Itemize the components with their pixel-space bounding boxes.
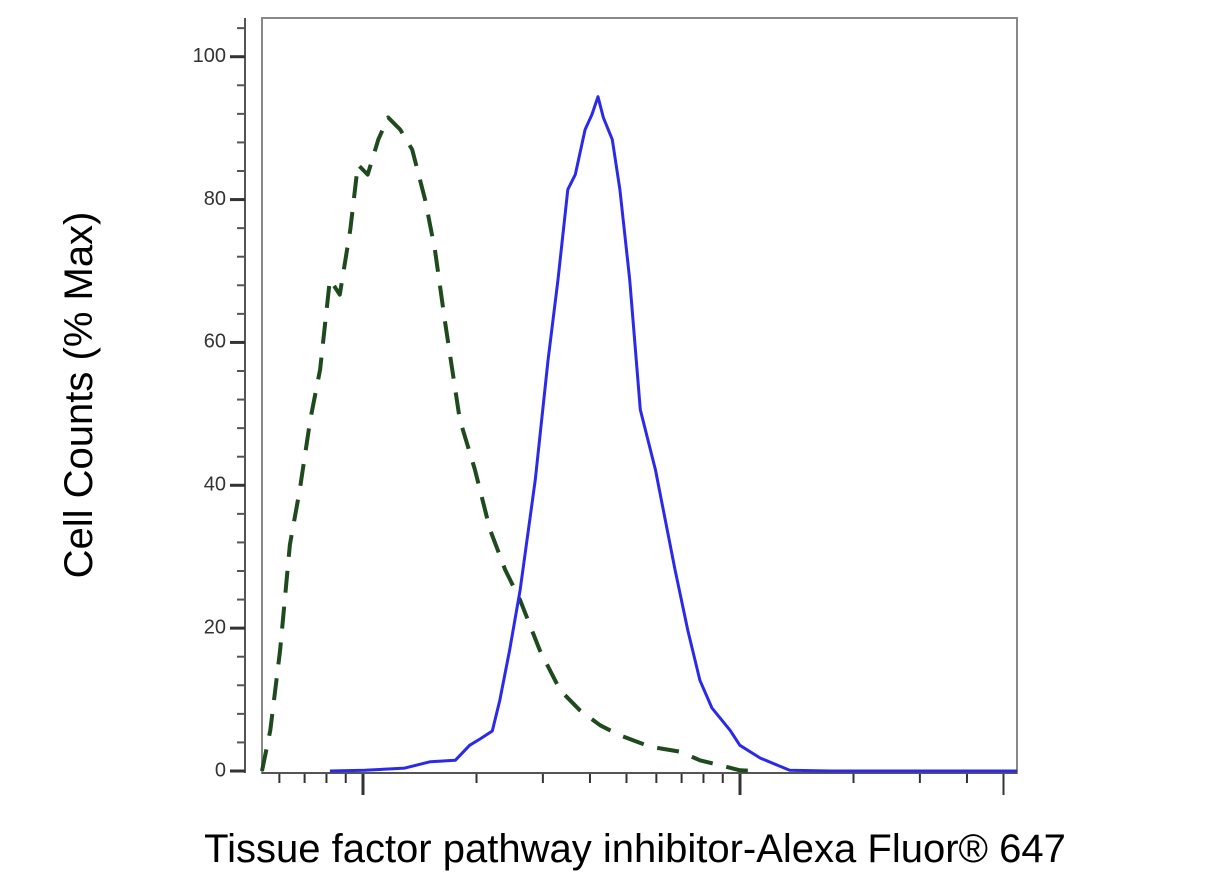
series-line <box>260 115 761 773</box>
y-tick-label: 80 <box>204 188 226 210</box>
series-line <box>329 95 1017 773</box>
x-axis-ticks <box>278 773 1005 795</box>
y-tick-label: 0 <box>215 759 226 781</box>
y-tick-label: 20 <box>204 616 226 638</box>
y-tick-label: 60 <box>204 331 226 353</box>
x-axis-label: Tissue factor pathway inhibitor-Alexa Fl… <box>204 827 1066 871</box>
y-tick-label: 100 <box>193 45 226 67</box>
y-tick-label: 40 <box>204 474 226 496</box>
y-axis-label: Cell Counts (% Max) <box>57 212 101 579</box>
